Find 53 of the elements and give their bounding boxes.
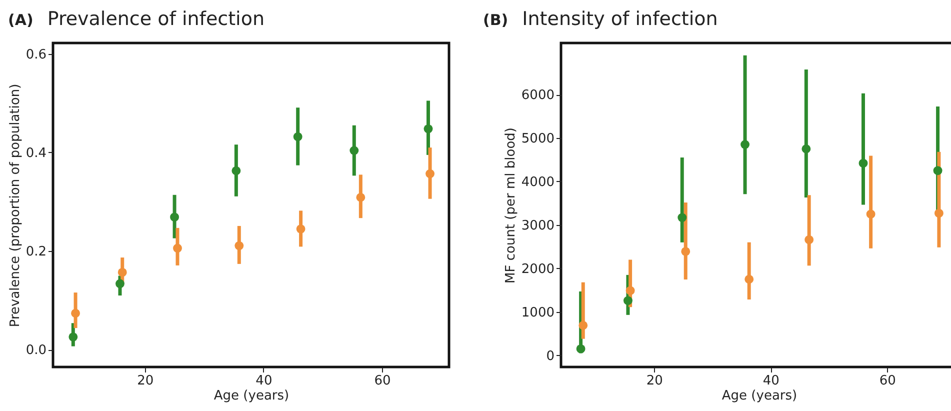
y-tick-label: 3000 bbox=[521, 218, 554, 234]
point bbox=[232, 166, 241, 176]
y-tick-label: 4000 bbox=[521, 174, 554, 190]
x-tick-label: 60 bbox=[374, 374, 391, 388]
y-tick-label: 0.6 bbox=[26, 47, 46, 62]
point bbox=[804, 235, 814, 244]
x-axis-title: Age (years) bbox=[722, 388, 798, 404]
point bbox=[802, 144, 811, 154]
y-tick-label: 1000 bbox=[521, 305, 554, 320]
point bbox=[424, 124, 433, 134]
y-tick-label: 0.4 bbox=[26, 146, 46, 161]
point bbox=[678, 213, 687, 222]
point bbox=[624, 296, 632, 306]
chart-title: Prevalence of infection bbox=[47, 8, 265, 30]
point bbox=[170, 212, 179, 222]
point bbox=[426, 169, 434, 178]
y-tick-label: 2000 bbox=[521, 262, 554, 277]
point bbox=[933, 166, 942, 176]
x-tick-label: 40 bbox=[762, 374, 780, 388]
point bbox=[934, 208, 944, 218]
point bbox=[744, 274, 754, 284]
point bbox=[866, 210, 876, 219]
text: (B) bbox=[483, 11, 508, 29]
y-tick-label: 0.0 bbox=[26, 343, 46, 358]
point bbox=[68, 332, 78, 342]
point bbox=[173, 244, 182, 253]
y-tick-label: 5000 bbox=[521, 131, 554, 146]
point bbox=[626, 286, 635, 296]
point bbox=[350, 146, 359, 155]
x-tick-label: 60 bbox=[879, 374, 896, 388]
point bbox=[681, 246, 690, 256]
y-tick-label: 0 bbox=[546, 348, 554, 364]
point bbox=[858, 158, 868, 168]
point bbox=[71, 308, 80, 318]
point bbox=[293, 132, 302, 142]
point bbox=[116, 279, 124, 288]
x-tick-label: 40 bbox=[256, 374, 272, 388]
y-axis-title: Prevalence (proportion of population) bbox=[8, 84, 23, 328]
x-tick-label: 20 bbox=[137, 374, 154, 388]
point bbox=[576, 344, 586, 354]
point bbox=[740, 140, 750, 149]
x-tick-label: 20 bbox=[646, 374, 663, 388]
x-axis-title: Age (years) bbox=[214, 388, 290, 404]
point bbox=[296, 224, 306, 234]
chart-title: Intensity of infection bbox=[522, 8, 718, 30]
point bbox=[356, 192, 366, 202]
y-axis-title: MF count (per ml blood) bbox=[503, 128, 518, 284]
point bbox=[118, 268, 127, 277]
point bbox=[578, 320, 588, 330]
point bbox=[234, 241, 244, 250]
text: (A) bbox=[8, 11, 34, 29]
y-tick-label: 6000 bbox=[521, 88, 554, 104]
y-tick-label: 0.2 bbox=[26, 244, 46, 260]
